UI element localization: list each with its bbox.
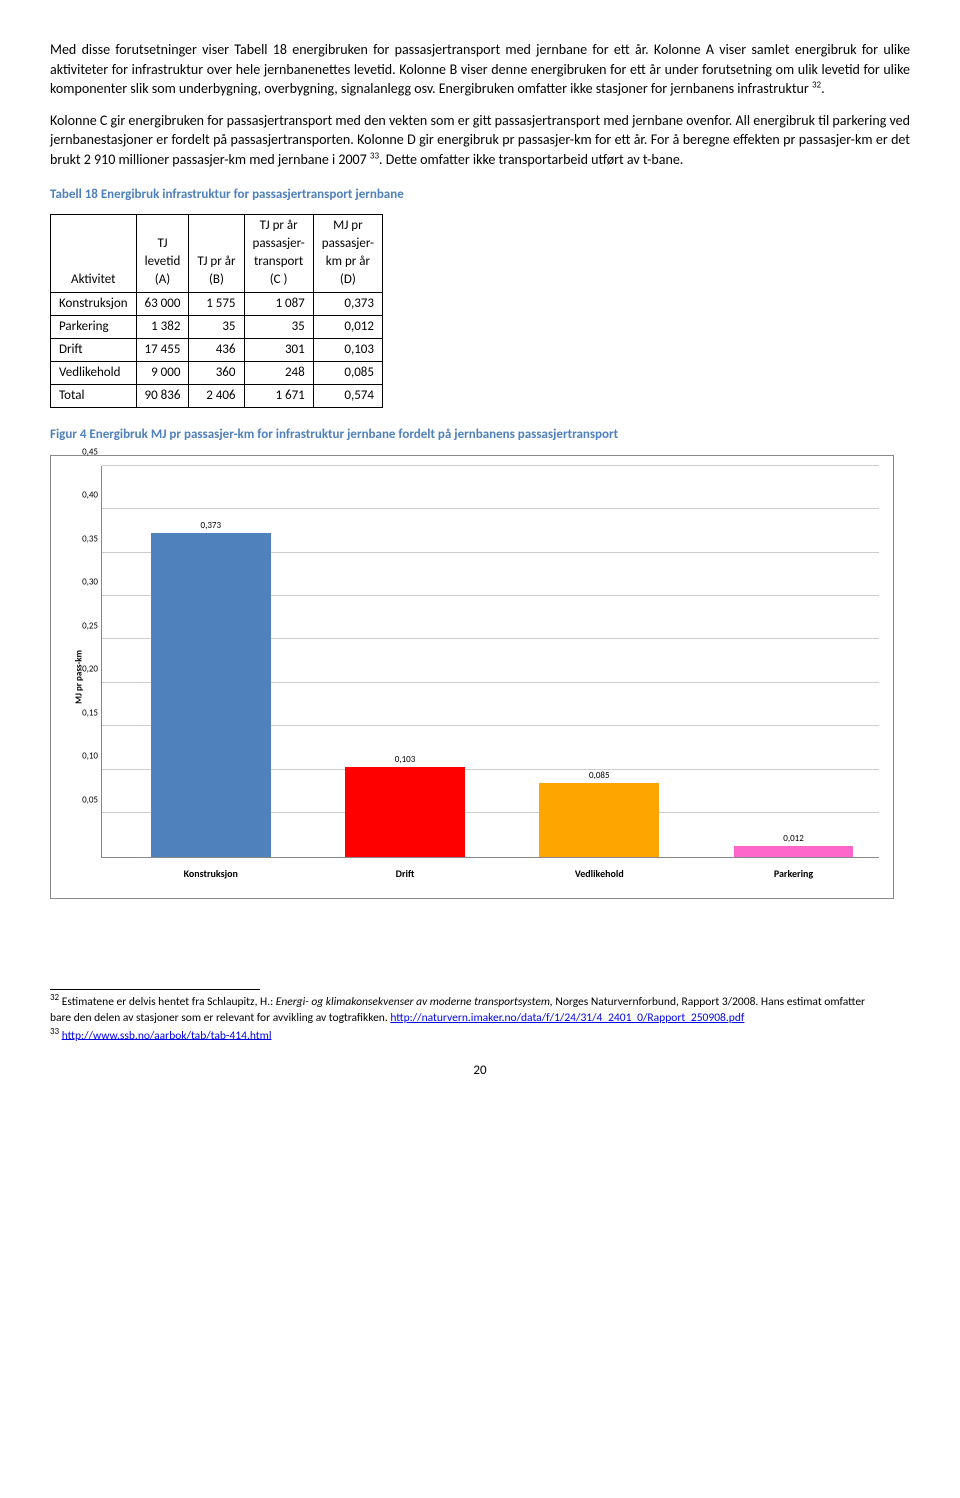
- bar-value-label: 0,103: [395, 754, 416, 767]
- th-d: MJ prpassasjer-km pr år(D): [313, 214, 382, 292]
- bar-value-label: 0,012: [783, 833, 804, 846]
- th-aktivitet: Aktivitet: [51, 214, 137, 292]
- y-tick-label: 0,40: [82, 490, 102, 503]
- cell-activity: Drift: [51, 338, 137, 361]
- cell-d: 0,574: [313, 385, 382, 408]
- fn33-link[interactable]: http://www.ssb.no/aarbok/tab/tab-414.htm…: [62, 1028, 272, 1042]
- p1-text: Med disse forutsetninger viser Tabell 18…: [50, 41, 910, 97]
- cell-a: 90 836: [136, 385, 189, 408]
- fn32-italic: Energi- og klimakonsekvenser av moderne …: [276, 994, 553, 1008]
- th-b: TJ pr år(B): [189, 214, 244, 292]
- x-category-label: Drift: [320, 857, 491, 881]
- cell-activity: Parkering: [51, 315, 137, 338]
- bar-group: 0,085: [514, 466, 685, 857]
- x-category-label: Vedlikehold: [514, 857, 685, 881]
- cell-activity: Total: [51, 385, 137, 408]
- bar-group: 0,373: [125, 466, 296, 857]
- y-axis-label: MJ pr pass-km: [74, 650, 87, 704]
- cell-b: 1 575: [189, 292, 244, 315]
- cell-c: 301: [244, 338, 313, 361]
- th-a: TJlevetid(A): [136, 214, 189, 292]
- fn32-a: Estimatene er delvis hentet fra Schlaupi…: [59, 994, 276, 1008]
- cell-c: 1 671: [244, 385, 313, 408]
- cell-a: 63 000: [136, 292, 189, 315]
- footnote-ref-33: 33: [370, 150, 379, 161]
- y-tick-label: 0,20: [82, 664, 102, 677]
- x-category-label: Parkering: [708, 857, 879, 881]
- cell-b: 35: [189, 315, 244, 338]
- cell-c: 1 087: [244, 292, 313, 315]
- fn32-num: 32: [50, 992, 59, 1003]
- p2b-text: . Dette omfatter ikke transportarbeid ut…: [379, 151, 683, 168]
- p1-end: .: [821, 80, 825, 97]
- y-tick-label: 0,45: [82, 447, 102, 460]
- y-tick-label: 0,15: [82, 707, 102, 720]
- cell-a: 1 382: [136, 315, 189, 338]
- x-category-label: Konstruksjon: [125, 857, 296, 881]
- cell-activity: Konstruksjon: [51, 292, 137, 315]
- fn32-link[interactable]: http://naturvern.imaker.no/data/f/1/24/3…: [390, 1011, 744, 1025]
- table-row: Total90 8362 4061 6710,574: [51, 385, 383, 408]
- cell-d: 0,373: [313, 292, 382, 315]
- y-tick-label: 0,10: [82, 751, 102, 764]
- y-tick-label: 0,35: [82, 534, 102, 547]
- chart-bar: 0,373: [151, 533, 271, 857]
- table-row: Vedlikehold9 0003602480,085: [51, 362, 383, 385]
- bar-value-label: 0,373: [201, 520, 222, 533]
- cell-a: 17 455: [136, 338, 189, 361]
- table-row: Konstruksjon63 0001 5751 0870,373: [51, 292, 383, 315]
- cell-activity: Vedlikehold: [51, 362, 137, 385]
- bar-group: 0,012: [708, 466, 879, 857]
- footnote-ref-32: 32: [812, 80, 821, 91]
- cell-d: 0,103: [313, 338, 382, 361]
- fn33-num: 33: [50, 1026, 59, 1037]
- cell-b: 2 406: [189, 385, 244, 408]
- cell-d: 0,012: [313, 315, 382, 338]
- th-c: TJ pr årpassasjer-transport(C ): [244, 214, 313, 292]
- footnotes: 32 Estimatene er delvis hentet fra Schla…: [50, 992, 870, 1044]
- page-number: 20: [50, 1062, 910, 1080]
- chart-container: MJ pr pass-km 0,050,100,150,200,250,300,…: [50, 455, 894, 899]
- table-body: Konstruksjon63 0001 5751 0870,373Parkeri…: [51, 292, 383, 408]
- footnote-32: 32 Estimatene er delvis hentet fra Schla…: [50, 992, 870, 1026]
- table-caption: Tabell 18 Energibruk infrastruktur for p…: [50, 186, 910, 204]
- table-row: Drift17 4554363010,103: [51, 338, 383, 361]
- footnote-33: 33 http://www.ssb.no/aarbok/tab/tab-414.…: [50, 1026, 870, 1044]
- paragraph-2: Kolonne C gir energibruken for passasjer…: [50, 111, 910, 170]
- cell-c: 248: [244, 362, 313, 385]
- y-tick-label: 0,25: [82, 621, 102, 634]
- bar-value-label: 0,085: [589, 770, 610, 783]
- bar-group: 0,103: [320, 466, 491, 857]
- chart-bar: 0,085: [539, 783, 659, 857]
- figure-caption: Figur 4 Energibruk MJ pr passasjer-km fo…: [50, 426, 910, 444]
- table-row: Parkering1 38235350,012: [51, 315, 383, 338]
- y-tick-label: 0,30: [82, 577, 102, 590]
- y-tick-label: 0,05: [82, 794, 102, 807]
- paragraph-1: Med disse forutsetninger viser Tabell 18…: [50, 40, 910, 99]
- cell-b: 360: [189, 362, 244, 385]
- cell-b: 436: [189, 338, 244, 361]
- chart-plot-area: 0,050,100,150,200,250,300,350,400,450,37…: [101, 466, 879, 858]
- chart-bar: 0,103: [345, 767, 465, 856]
- chart-bar: 0,012: [734, 846, 854, 856]
- energy-table: Aktivitet TJlevetid(A) TJ pr år(B) TJ pr…: [50, 214, 383, 409]
- cell-c: 35: [244, 315, 313, 338]
- cell-d: 0,085: [313, 362, 382, 385]
- cell-a: 9 000: [136, 362, 189, 385]
